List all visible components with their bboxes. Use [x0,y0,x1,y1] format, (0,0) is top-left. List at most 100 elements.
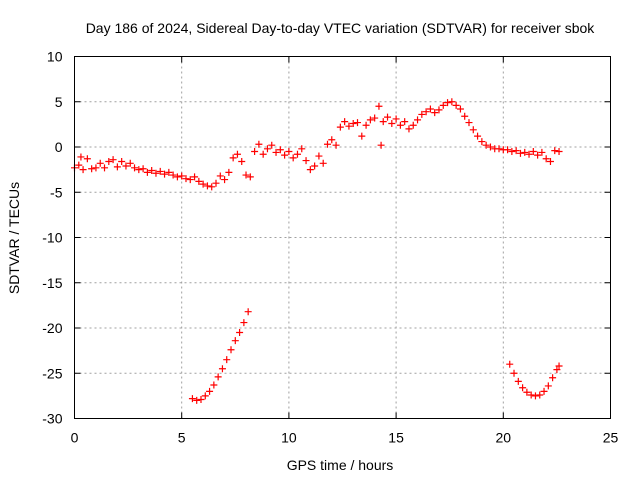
data-point [504,146,512,154]
data-point [414,116,422,124]
data-point [544,382,552,390]
data-point [126,159,134,167]
y-tick-label: -20 [42,320,62,336]
data-point [165,168,173,176]
data-point [173,173,181,181]
data-point [345,122,353,130]
data-point [75,161,83,169]
data-point [474,132,482,140]
data-point [298,145,306,153]
data-point [281,151,289,159]
data-point [113,163,121,171]
data-point [118,157,126,165]
data-point [358,132,366,140]
data-point [101,164,109,172]
data-point [514,377,522,385]
data-point [79,166,87,174]
data-point [152,169,160,177]
data-point [251,148,259,156]
data-point [195,177,203,185]
data-point [362,121,370,129]
data-point [516,149,524,157]
data-point [405,125,413,133]
y-tick-label: 10 [47,49,63,65]
data-point [371,114,379,122]
data-point [143,168,151,176]
grid [74,56,611,419]
data-point [521,148,529,156]
data-point [542,155,550,163]
data-point [231,337,239,345]
y-tick-label: -5 [50,184,63,200]
data-point [392,115,400,123]
data-point [377,141,385,149]
data-point [206,387,214,395]
data-point [555,362,563,370]
y-tick-label: 5 [55,94,63,110]
data-point [240,319,248,327]
data-point [444,99,452,107]
data-point [225,168,233,176]
data-point [525,150,533,158]
axis-ticks: 0 5 10 15 20 25 -30 -25 -20 -15 -10 -5 0 5 10 [42,49,618,446]
data-point [212,179,220,187]
data-point [233,150,241,158]
data-point [105,157,113,165]
data-point [244,308,252,316]
data-point [486,143,494,151]
data-point [96,159,104,167]
data-point [169,171,177,179]
data-point [139,165,147,173]
data-point [227,346,235,354]
data-point [553,366,561,374]
data-point [319,159,327,167]
data-point [236,329,244,337]
data-point [135,166,143,174]
data-point [540,387,548,395]
data-point [323,140,331,148]
data-point [216,172,224,180]
data-point [311,162,319,170]
data-point [188,395,196,403]
data-point [246,173,254,181]
data-point [208,183,216,191]
data-point [366,116,374,124]
data-point [354,119,362,127]
data-point [77,153,85,161]
data-point [519,384,527,392]
data-point [210,381,218,389]
data-point [229,154,237,162]
data-point [418,110,426,118]
data-point [536,391,544,399]
data-point [276,146,284,154]
data-point [197,395,205,403]
data-point [549,374,557,382]
data-point [478,138,486,146]
y-tick-label: -30 [42,411,62,427]
data-point [336,123,344,131]
y-tick-label: 0 [55,139,63,155]
data-point [306,166,314,174]
data-point [482,141,490,149]
data-point [268,141,276,149]
data-point [122,162,130,170]
data-point [384,113,392,121]
data-point [214,373,222,381]
data-point [156,167,164,175]
y-tick-label: -10 [42,230,62,246]
data-point [435,106,443,114]
data-point [341,118,349,126]
y-tick-label: -25 [42,365,62,381]
y-axis-label: SDTVAR / TECUs [6,182,22,294]
data-point [255,140,263,148]
data-point [551,147,559,155]
data-point [201,392,209,400]
data-point [259,150,267,158]
data-point [456,105,464,113]
data-point [452,101,460,109]
data-point [148,167,156,175]
data-point [448,98,456,106]
data-point [328,136,336,144]
data-point [92,164,100,172]
